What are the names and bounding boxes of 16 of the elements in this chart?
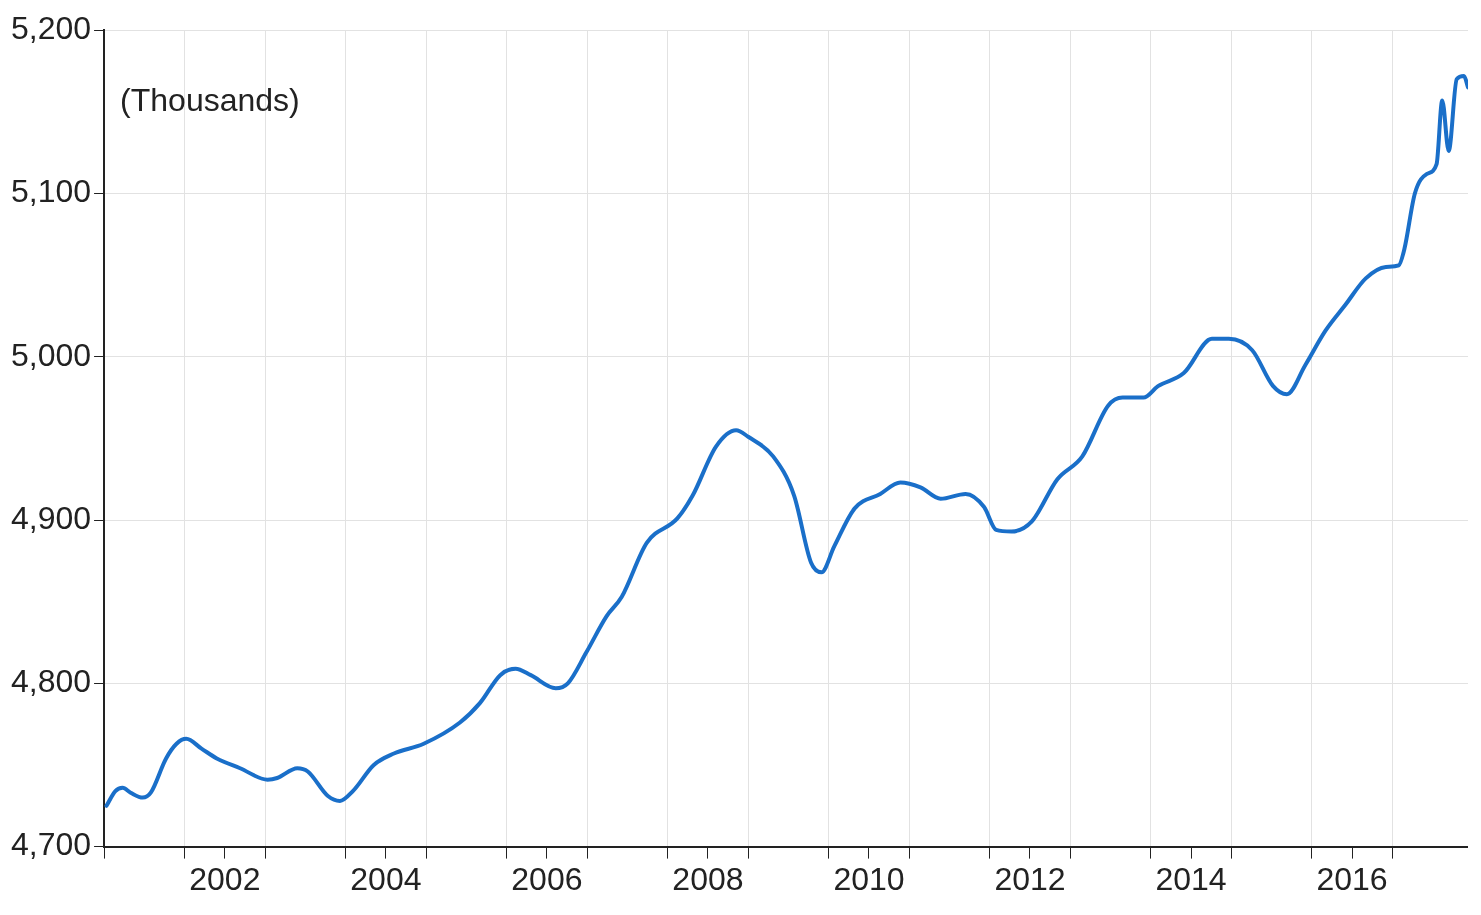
- x-tick-label: 2014: [1155, 860, 1227, 897]
- line-series: [104, 73, 1468, 808]
- y-tick-label: 5,200: [11, 10, 92, 47]
- x-tick-label: 2010: [833, 860, 905, 897]
- annotation: (Thousands): [120, 82, 300, 119]
- x-tick-label: 2016: [1316, 860, 1388, 897]
- y-tick-label: 4,800: [11, 663, 92, 700]
- x-tick-label: 2008: [672, 860, 744, 897]
- y-tick-label: 4,900: [11, 499, 92, 536]
- y-tick-label: 4,700: [11, 826, 92, 863]
- y-tick-label: 5,000: [11, 336, 92, 373]
- y-tick-label: 5,100: [11, 173, 92, 210]
- x-tick-label: 2006: [511, 860, 583, 897]
- x-tick-label: 2004: [350, 860, 422, 897]
- x-tick-label: 2002: [189, 860, 261, 897]
- x-tick-label: 2012: [994, 860, 1066, 897]
